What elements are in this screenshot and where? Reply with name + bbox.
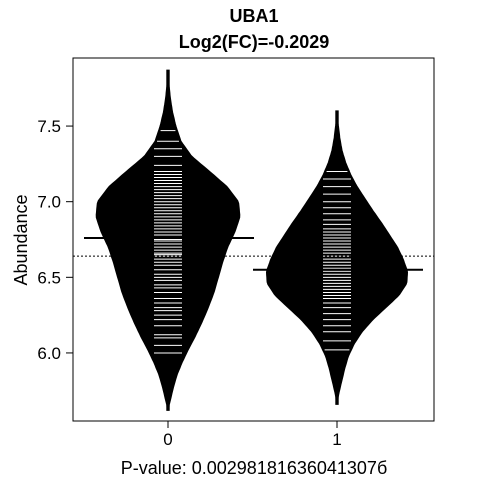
mean-lines-layer	[84, 236, 423, 271]
chart-subtitle: Log2(FC)=-0.2029	[179, 32, 330, 52]
bean-shape-0	[95, 69, 241, 411]
bean-shape-1	[265, 110, 409, 405]
chart-title: UBA1	[229, 6, 278, 26]
y-tick-label: 7.0	[37, 193, 61, 212]
y-axis-label: Abundance	[11, 194, 31, 285]
y-axis: 6.0 6.5 7.0 7.5	[37, 117, 73, 363]
plot-frame	[72, 57, 435, 422]
beans-layer	[95, 69, 409, 411]
x-tick-label: 0	[163, 430, 172, 449]
y-tick-label: 6.5	[37, 268, 61, 287]
y-tick-label: 7.5	[37, 117, 61, 136]
x-tick-label: 1	[332, 430, 341, 449]
x-axis-label: P-value: 0.00298181636041307б	[121, 458, 388, 478]
strip-lines-layer	[154, 130, 351, 354]
y-tick-label: 6.0	[37, 344, 61, 363]
